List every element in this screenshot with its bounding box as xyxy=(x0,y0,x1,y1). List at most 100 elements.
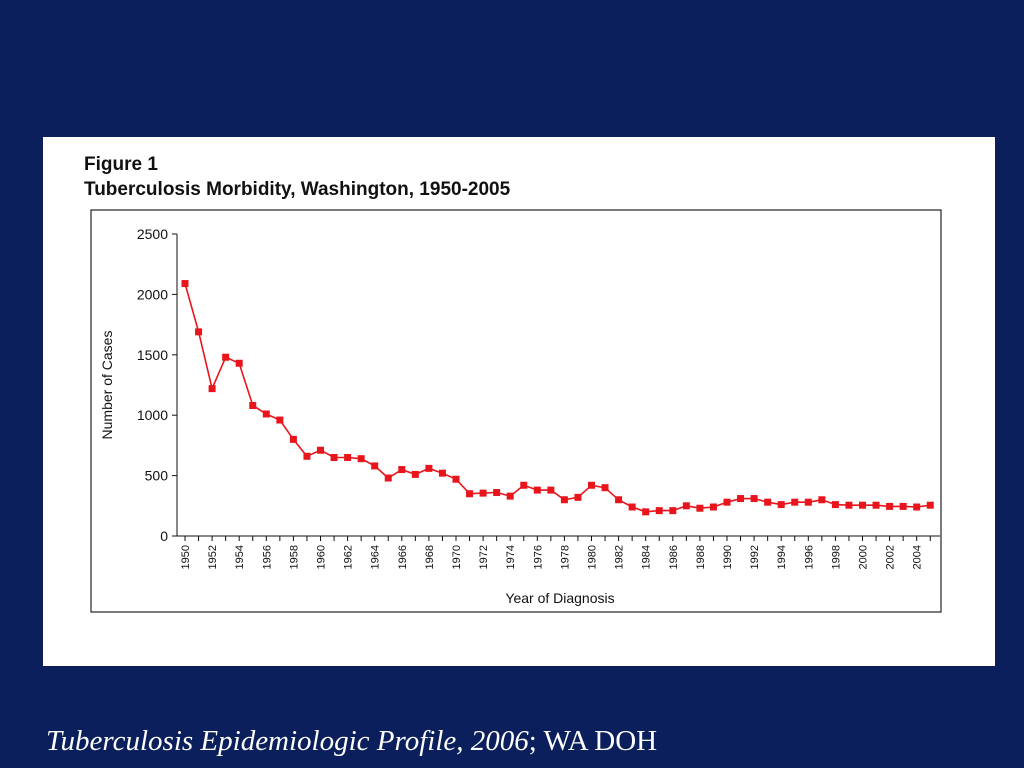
caption-source-title: Tuberculosis Epidemiologic Profile, 2006 xyxy=(46,725,529,757)
x-tick-label: 1962 xyxy=(343,545,355,569)
x-tick-label: 1982 xyxy=(614,545,626,569)
data-point xyxy=(601,484,609,492)
data-point xyxy=(384,474,392,482)
chart-frame xyxy=(90,209,942,613)
data-point xyxy=(425,464,433,472)
x-tick-label: 1956 xyxy=(261,545,273,569)
data-point xyxy=(737,495,745,503)
data-point xyxy=(845,501,853,509)
data-point xyxy=(926,501,934,509)
x-tick-label: 1950 xyxy=(180,545,192,569)
data-point xyxy=(371,462,379,470)
data-point xyxy=(452,475,460,483)
y-tick-label: 1000 xyxy=(137,407,168,423)
x-tick-label: 1966 xyxy=(397,545,409,569)
data-point xyxy=(533,486,541,494)
caption-source-org: ; WA DOH xyxy=(528,725,658,757)
data-point xyxy=(804,498,812,506)
data-point xyxy=(398,466,406,474)
source-caption: Tuberculosis Epidemiologic Profile, 2006… xyxy=(46,725,657,758)
x-tick-label: 1952 xyxy=(207,545,219,569)
data-point xyxy=(750,495,758,503)
data-point xyxy=(208,385,216,393)
y-tick-label: 0 xyxy=(160,528,168,544)
data-point xyxy=(330,453,338,461)
x-tick-label: 1974 xyxy=(505,545,517,569)
data-point xyxy=(438,469,446,477)
data-point xyxy=(872,501,880,509)
x-tick-label: 2004 xyxy=(912,545,924,569)
data-point xyxy=(831,501,839,509)
data-point xyxy=(764,498,772,506)
x-tick-label: 1994 xyxy=(776,545,788,569)
data-point xyxy=(303,452,311,460)
data-point xyxy=(520,481,528,489)
x-tick-label: 1968 xyxy=(424,545,436,569)
x-tick-label: 1954 xyxy=(234,545,246,569)
data-point xyxy=(886,502,894,510)
x-tick-label: 1960 xyxy=(316,545,328,569)
x-tick-label: 1980 xyxy=(587,545,599,569)
x-tick-label: 1970 xyxy=(451,545,463,569)
x-tick-label: 1964 xyxy=(370,545,382,569)
x-tick-label: 1958 xyxy=(288,545,300,569)
x-tick-label: 1998 xyxy=(830,545,842,569)
data-point xyxy=(913,503,921,511)
x-tick-label: 2000 xyxy=(858,545,870,569)
data-point xyxy=(588,481,595,489)
data-point xyxy=(560,496,568,504)
data-point xyxy=(791,498,799,506)
data-point xyxy=(669,507,677,515)
data-point xyxy=(181,280,189,288)
x-tick-label: 1986 xyxy=(668,545,680,569)
data-point xyxy=(195,328,203,336)
y-tick-label: 2000 xyxy=(137,286,168,302)
data-point xyxy=(899,502,907,510)
data-point xyxy=(615,496,623,504)
data-point xyxy=(479,489,487,497)
data-point xyxy=(574,493,582,501)
data-point xyxy=(696,504,704,512)
figure-heading: Figure 1 Tuberculosis Morbidity, Washing… xyxy=(84,152,510,202)
data-point xyxy=(547,486,555,494)
data-point xyxy=(276,416,284,424)
data-point xyxy=(344,453,352,461)
data-point xyxy=(411,470,419,478)
data-point xyxy=(262,410,270,418)
data-point xyxy=(709,503,717,511)
x-tick-label: 1996 xyxy=(803,545,815,569)
data-point xyxy=(723,498,731,506)
data-point xyxy=(466,490,474,498)
x-tick-label: 1988 xyxy=(695,545,707,569)
series-layer xyxy=(181,280,934,516)
data-point xyxy=(777,501,785,509)
data-point xyxy=(222,353,230,361)
x-axis-label: Year of Diagnosis xyxy=(505,590,614,606)
data-point xyxy=(506,492,514,500)
data-point xyxy=(655,507,663,515)
x-tick-label: 1990 xyxy=(722,545,734,569)
data-point xyxy=(289,435,297,443)
data-point xyxy=(249,402,257,410)
data-point xyxy=(859,501,866,509)
x-tick-label: 1972 xyxy=(478,545,490,569)
data-point xyxy=(628,503,636,511)
y-tick-label: 2500 xyxy=(137,226,168,242)
data-point xyxy=(642,508,650,516)
figure-title: Tuberculosis Morbidity, Washington, 1950… xyxy=(84,179,511,200)
data-point xyxy=(317,446,324,454)
x-tick-label: 1984 xyxy=(641,545,653,569)
data-point xyxy=(357,455,365,463)
figure-label: Figure 1 xyxy=(84,154,158,175)
data-point xyxy=(493,489,501,497)
y-axis-label: Number of Cases xyxy=(99,331,115,440)
data-point xyxy=(235,359,243,367)
x-tick-label: 1978 xyxy=(559,545,571,569)
y-tick-label: 1500 xyxy=(137,347,168,363)
data-point xyxy=(818,496,826,504)
axes: 0 500 1000 1500 2000 2500 1950 1952 1954 1956 1958… xyxy=(137,226,940,569)
data-point xyxy=(682,502,690,510)
y-tick-label: 500 xyxy=(145,468,169,484)
x-tick-label: 1992 xyxy=(749,545,761,569)
